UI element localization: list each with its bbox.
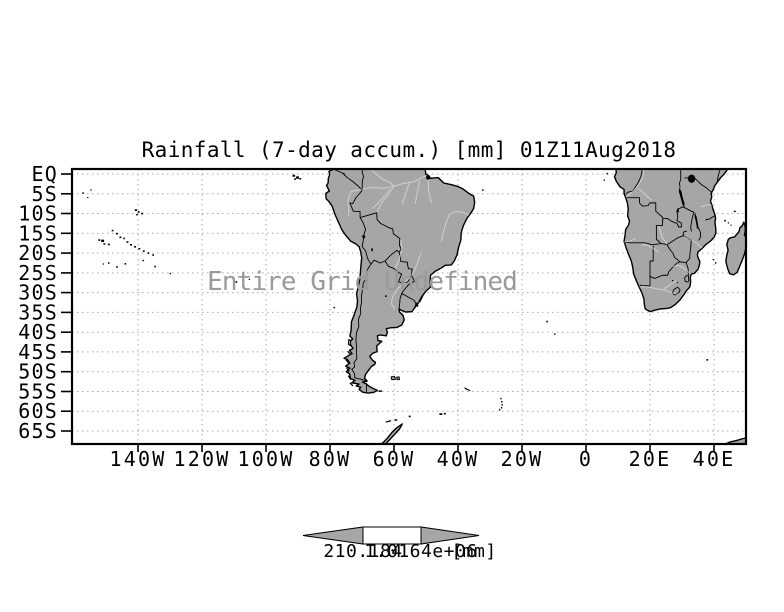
lat-tick-label: 35S bbox=[18, 300, 58, 324]
lon-tick-label: 40E bbox=[693, 447, 736, 471]
lat-tick-label: EQ bbox=[32, 162, 58, 186]
plot-title: Rainfall (7-day accum.) [mm] 01Z11Aug201… bbox=[142, 138, 677, 162]
lat-tick-label: 65S bbox=[18, 419, 58, 443]
rivers bbox=[348, 169, 712, 309]
map-layer bbox=[82, 169, 746, 444]
lon-tick-label: 0 bbox=[579, 447, 593, 471]
country-borders bbox=[334, 169, 721, 392]
plot-frame bbox=[70, 167, 748, 446]
lat-tick-label: 10S bbox=[18, 202, 58, 226]
lon-tick-label: 80W bbox=[309, 447, 352, 471]
lat-tick-label: 60S bbox=[18, 399, 58, 423]
lat-tick-label: 25S bbox=[18, 261, 58, 285]
lon-tick-label: 60W bbox=[373, 447, 416, 471]
map-land bbox=[326, 169, 746, 444]
lon-tick-label: 20W bbox=[501, 447, 544, 471]
lat-tick-label: 15S bbox=[18, 221, 58, 245]
colorbar: 210.184 1.0164e+06 [mm] bbox=[302, 526, 496, 562]
lat-tick-label: 5S bbox=[32, 182, 58, 206]
lat-tick-label: 55S bbox=[18, 380, 58, 404]
antarctic-peninsula bbox=[382, 424, 403, 444]
lon-tick-label: 40W bbox=[437, 447, 480, 471]
lat-axis-labels: EQ 5S 10S 15S 20S 25S 30S 35S 40S 45S 50… bbox=[18, 162, 58, 443]
lat-tick-label: 50S bbox=[18, 360, 58, 384]
lon-axis bbox=[137, 444, 715, 452]
africa-landmass bbox=[614, 169, 727, 312]
falkland-islands bbox=[391, 376, 399, 379]
lon-tick-label: 20E bbox=[629, 447, 672, 471]
colorbar-right-arrow bbox=[420, 526, 480, 545]
colorbar-min-label: 210.184 bbox=[323, 541, 402, 562]
lat-tick-label: 45S bbox=[18, 340, 58, 364]
antarctica-coast bbox=[725, 437, 746, 444]
colorbar-units-label: [mm] bbox=[451, 541, 496, 562]
lon-tick-label: 140W bbox=[110, 447, 167, 471]
lat-axis bbox=[61, 173, 72, 432]
lon-axis-labels: 140W 120W 100W 80W 60W 40W 20W 0 20E 40E bbox=[110, 447, 736, 471]
undefined-grid-message: Entire Grid Undefined bbox=[207, 267, 517, 297]
fjord-coast-detail bbox=[346, 351, 353, 386]
lat-tick-label: 30S bbox=[18, 281, 58, 305]
lat-tick-label: 20S bbox=[18, 241, 58, 265]
madagascar-landmass bbox=[726, 222, 746, 275]
lon-tick-label: 100W bbox=[238, 447, 295, 471]
colorbar-max-label: 1.0164e+06 bbox=[364, 541, 477, 562]
south-america-landmass bbox=[326, 169, 475, 393]
lat-tick-label: 40S bbox=[18, 320, 58, 344]
chiloe-island bbox=[348, 339, 351, 345]
lon-tick-label: 120W bbox=[174, 447, 231, 471]
